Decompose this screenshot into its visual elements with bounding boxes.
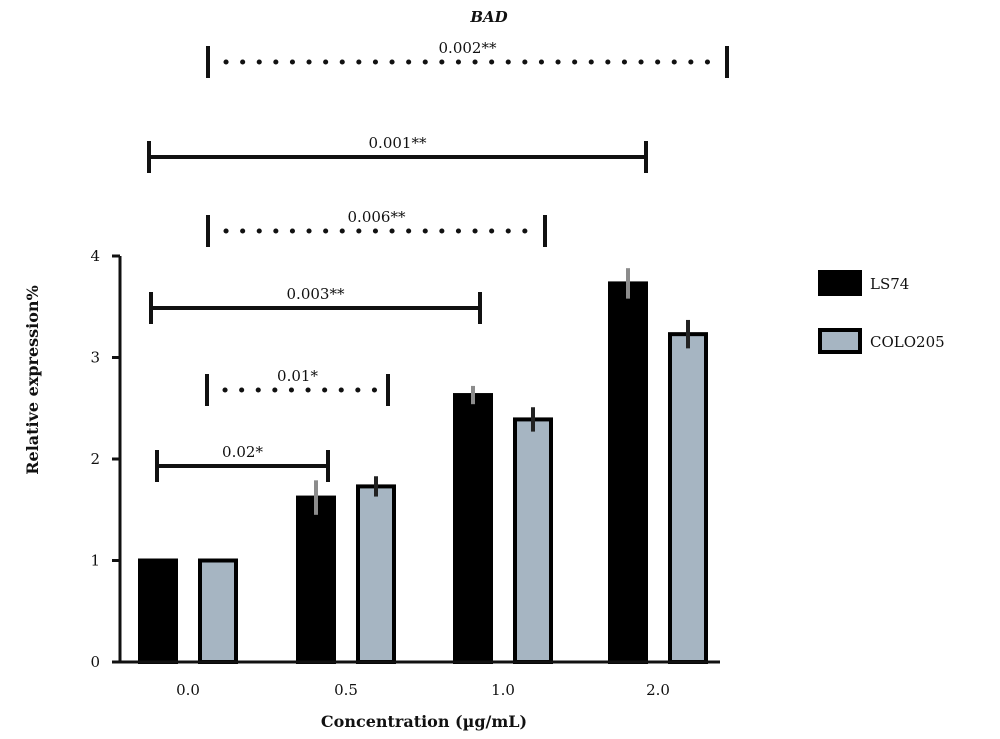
legend: LS74 COLO205 <box>818 270 945 354</box>
x-axis-title: Concentration (µg/mL) <box>321 712 527 731</box>
bracket-0: 0.02* <box>155 443 330 482</box>
significance-brackets: 0.02* 0.01* 0.003** 0.006** 0.001** 0.002** <box>147 39 729 482</box>
bracket-label: 0.006** <box>348 208 406 226</box>
bracket-1: 0.01* <box>205 367 390 406</box>
x-tick-label: 1.0 <box>491 681 515 699</box>
x-ticks: 0.0 0.5 1.0 2.0 <box>176 681 670 699</box>
bar-ls74-0.0 <box>138 558 178 664</box>
y-axis-title: Relative expression% <box>23 285 42 475</box>
legend-label-colo205: COLO205 <box>870 333 945 351</box>
axes: 0 1 2 3 4 0.0 0.5 1.0 2.0 <box>90 247 720 699</box>
y-tick-label: 1 <box>90 552 100 570</box>
y-tick-label: 3 <box>90 349 100 367</box>
bracket-2: 0.003** <box>149 285 482 324</box>
y-tick-label: 2 <box>90 450 100 468</box>
bracket-label: 0.01* <box>277 367 318 385</box>
bar-ls74-1.0 <box>453 393 493 664</box>
bracket-4: 0.001** <box>147 134 648 173</box>
x-tick-label: 0.0 <box>176 681 200 699</box>
bracket-label: 0.003** <box>287 285 345 303</box>
bar-colo205-1.0 <box>513 417 553 665</box>
y-tick-label: 4 <box>90 247 100 265</box>
bar-colo205-0.5 <box>356 484 396 664</box>
bracket-3: 0.006** <box>206 208 547 247</box>
bracket-5: 0.002** <box>206 39 729 78</box>
legend-swatch-ls74 <box>818 270 862 296</box>
bar-ls74-2.0 <box>608 281 648 664</box>
bracket-label: 0.001** <box>369 134 427 152</box>
legend-swatch-colo205 <box>818 328 862 354</box>
bracket-label: 0.002** <box>439 39 497 57</box>
bar-colo205-2.0 <box>668 332 708 664</box>
x-tick-label: 2.0 <box>646 681 670 699</box>
bracket-label: 0.02* <box>222 443 263 461</box>
chart-title: BAD <box>469 8 507 26</box>
y-tick-label: 0 <box>90 653 100 671</box>
legend-label-ls74: LS74 <box>870 275 909 293</box>
bar-colo205-0.0 <box>198 558 238 664</box>
bar-ls74-0.5 <box>296 495 336 664</box>
y-ticks: 0 1 2 3 4 <box>90 247 120 671</box>
x-tick-label: 0.5 <box>334 681 358 699</box>
